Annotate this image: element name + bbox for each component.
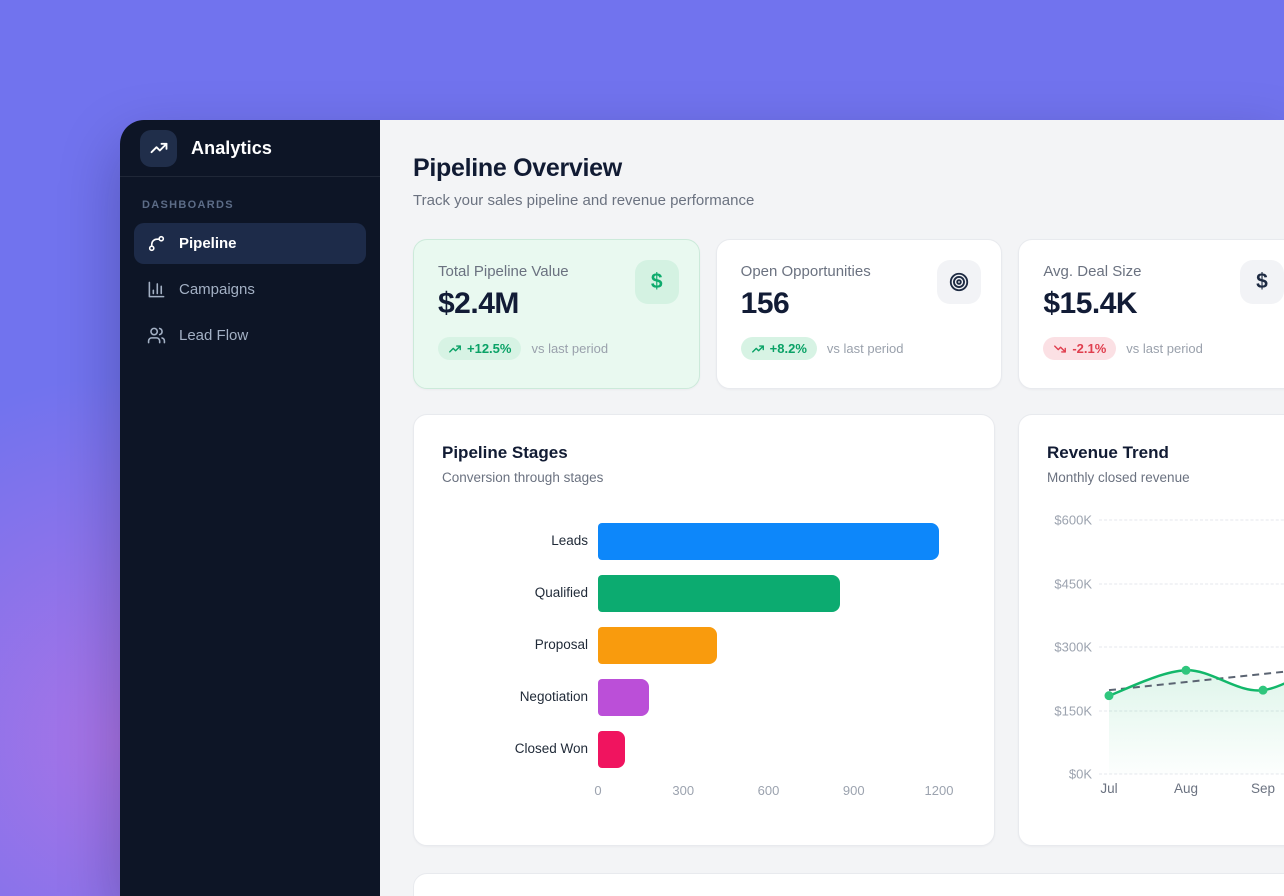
trending-up-logo-icon bbox=[140, 129, 177, 167]
gridline: $300K bbox=[1047, 640, 1284, 655]
gridline: $0K bbox=[1047, 767, 1284, 782]
users-icon bbox=[147, 326, 166, 345]
chart-title: Revenue Trend bbox=[1047, 443, 1169, 462]
revenue-line bbox=[1107, 669, 1284, 697]
chart-subtitle: Conversion through stages bbox=[442, 470, 604, 485]
dollar-icon: $ bbox=[634, 260, 679, 304]
kpi-value: 156 bbox=[740, 287, 790, 320]
compare-label: vs last period bbox=[531, 341, 609, 356]
revenue-area bbox=[1109, 670, 1284, 774]
bar-closed-won bbox=[598, 731, 625, 768]
bar-row-leads: Leads bbox=[442, 523, 966, 560]
bar-row-closed-won: Closed Won bbox=[442, 731, 966, 768]
trending-up-icon bbox=[449, 344, 461, 353]
delta-badge: -2.1% bbox=[1043, 337, 1117, 360]
app-title: Analytics bbox=[191, 137, 272, 158]
bar-chart-icon bbox=[147, 280, 166, 299]
sidebar: Analytics DASHBOARDS Pipeline bbox=[120, 120, 380, 896]
pipeline-stages-bar-chart: Leads Qualified Proposal Negotiatio bbox=[442, 523, 966, 799]
kpi-card-open-opportunities: Open Opportunities 156 +8.2% vs last per… bbox=[715, 239, 1003, 389]
git-branch-icon bbox=[147, 234, 166, 253]
revenue-line-chart: $600K $450K $300K $150K $0K bbox=[1047, 513, 1284, 796]
gridline: $450K bbox=[1047, 576, 1284, 591]
trending-up-icon bbox=[751, 344, 764, 353]
compare-label: vs last period bbox=[826, 341, 904, 356]
kpi-label: Open Opportunities bbox=[740, 263, 871, 280]
chart-subtitle: Monthly closed revenue bbox=[1047, 470, 1190, 485]
nav-section-label: DASHBOARDS bbox=[142, 199, 234, 211]
kpi-value: $15.4K bbox=[1043, 287, 1138, 320]
sidebar-nav: DASHBOARDS Pipeline Campaigns bbox=[120, 177, 380, 379]
x-axis: 0 300 600 900 1200 bbox=[594, 783, 954, 798]
bar-proposal bbox=[598, 627, 718, 664]
delta-badge: +8.2% bbox=[740, 337, 817, 360]
kpi-label: Avg. Deal Size bbox=[1043, 263, 1142, 280]
sidebar-item-lead-flow[interactable]: Lead Flow bbox=[134, 315, 366, 356]
charts-row: Pipeline Stages Conversion through stage… bbox=[413, 414, 1284, 846]
kpi-card-avg-deal-size: Avg. Deal Size $15.4K $ -2.1% vs last pe… bbox=[1018, 239, 1284, 389]
bar-row-negotiation: Negotiation bbox=[442, 679, 966, 716]
bar-label: Qualified bbox=[534, 585, 588, 601]
kpi-row: Total Pipeline Value $2.4M $ +12.5% vs l… bbox=[413, 239, 1284, 389]
pipeline-stages-card: Pipeline Stages Conversion through stage… bbox=[413, 414, 995, 846]
bar-label: Leads bbox=[551, 533, 588, 549]
bar-negotiation bbox=[598, 679, 650, 716]
kpi-card-total-pipeline-value: Total Pipeline Value $2.4M $ +12.5% vs l… bbox=[413, 239, 700, 389]
revenue-line-svg bbox=[1104, 665, 1284, 774]
data-point-markers bbox=[1104, 665, 1268, 701]
bar-label: Proposal bbox=[534, 637, 588, 653]
page-subtitle: Track your sales pipeline and revenue pe… bbox=[413, 192, 755, 209]
main-content: Pipeline Overview Track your sales pipel… bbox=[380, 120, 1284, 896]
sidebar-item-campaigns[interactable]: Campaigns bbox=[134, 269, 366, 310]
kpi-value: $2.4M bbox=[438, 287, 519, 320]
kpi-label: Total Pipeline Value bbox=[438, 263, 569, 280]
bar-row-qualified: Qualified bbox=[442, 575, 966, 612]
dollar-icon: $ bbox=[1239, 260, 1284, 304]
delta-badge: +12.5% bbox=[438, 337, 522, 360]
sidebar-item-label: Pipeline bbox=[179, 235, 237, 252]
revenue-trend-card: Revenue Trend Monthly closed revenue $60… bbox=[1018, 414, 1284, 846]
app-window: Analytics DASHBOARDS Pipeline bbox=[120, 120, 1284, 896]
page-title: Pipeline Overview bbox=[413, 154, 622, 182]
bar-leads bbox=[598, 523, 939, 560]
chart-title: Pipeline Stages bbox=[442, 443, 568, 462]
sidebar-item-label: Lead Flow bbox=[179, 327, 249, 344]
trending-down-icon bbox=[1054, 344, 1067, 353]
bar-label: Closed Won bbox=[514, 741, 588, 757]
bar-qualified bbox=[598, 575, 840, 612]
x-axis-labels: Jul Aug Sep bbox=[1100, 781, 1276, 796]
sidebar-item-label: Campaigns bbox=[179, 281, 255, 298]
gridline: $600K bbox=[1047, 513, 1284, 528]
compare-label: vs last period bbox=[1126, 341, 1203, 356]
bar-label: Negotiation bbox=[519, 689, 588, 705]
sidebar-item-pipeline[interactable]: Pipeline bbox=[134, 223, 366, 264]
target-icon bbox=[937, 260, 982, 304]
bar-row-proposal: Proposal bbox=[442, 627, 966, 664]
bottom-card bbox=[413, 873, 1284, 896]
app-logo-row: Analytics bbox=[120, 120, 380, 177]
